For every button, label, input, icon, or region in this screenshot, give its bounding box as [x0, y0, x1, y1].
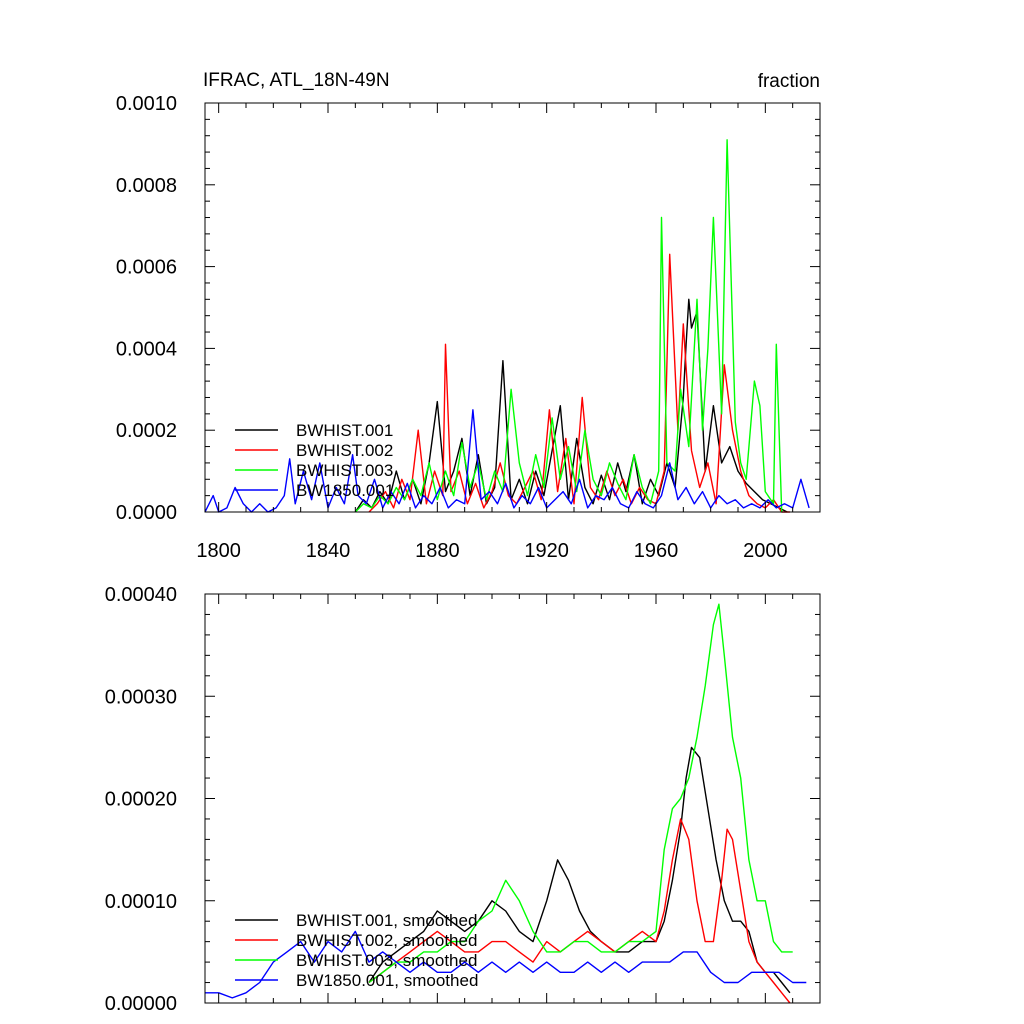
legend-label: BWHIST.001, smoothed: [296, 911, 477, 930]
legend-label: BWHIST.001: [296, 421, 393, 440]
y-tick-label: 0.0006: [116, 257, 177, 279]
figure-title: IFRAC, ATL_18N-49N: [203, 70, 390, 91]
x-tick-label: 1880: [415, 540, 460, 562]
legend-label: BWHIST.002, smoothed: [296, 931, 477, 950]
legend-label: BW1850.001, smoothed: [296, 971, 478, 990]
y-tick-label: 0.0008: [116, 175, 177, 197]
y-tick-label: 0.00040: [105, 584, 177, 606]
plot-frame: [204, 102, 821, 513]
x-tick-label: 1800: [196, 540, 241, 562]
x-tick-label: 2000: [743, 540, 788, 562]
series-line-4: [205, 930, 807, 999]
y-tick-label: 0.0000: [116, 502, 177, 524]
bottom-panel: 0.00000 0.00010 0.00020 0.00030 0.00040 BWHIS…: [105, 584, 821, 1015]
units-label: fraction: [758, 71, 820, 92]
x-tick-label: 1840: [306, 540, 351, 562]
y-tick-label: 0.0004: [116, 338, 177, 360]
y-tick-label: 0.00030: [105, 686, 177, 708]
y-tick-label: 0.00000: [105, 993, 177, 1015]
legend-label: BW1850.001: [296, 481, 394, 500]
legend-label: BWHIST.003: [296, 461, 393, 480]
y-tick-label: 0.00020: [105, 789, 177, 811]
y-tick-label: 0.0002: [116, 420, 177, 442]
series-line-1: [368, 746, 791, 994]
y-tick-label: 0.0010: [116, 93, 177, 115]
series-line-4: [204, 409, 810, 513]
series-line-3: [354, 139, 783, 513]
series-line-3: [368, 603, 793, 984]
y-tick-label: 0.00010: [105, 891, 177, 913]
legend-label: BWHIST.003, smoothed: [296, 951, 477, 970]
x-tick-label: 1960: [634, 540, 679, 562]
x-tick-label: 1920: [524, 540, 569, 562]
top-panel: 1800 1840 1880 1920 1960 2000 0.0000 0.0002 0.00…: [116, 93, 821, 562]
legend-label: BWHIST.002: [296, 441, 393, 460]
